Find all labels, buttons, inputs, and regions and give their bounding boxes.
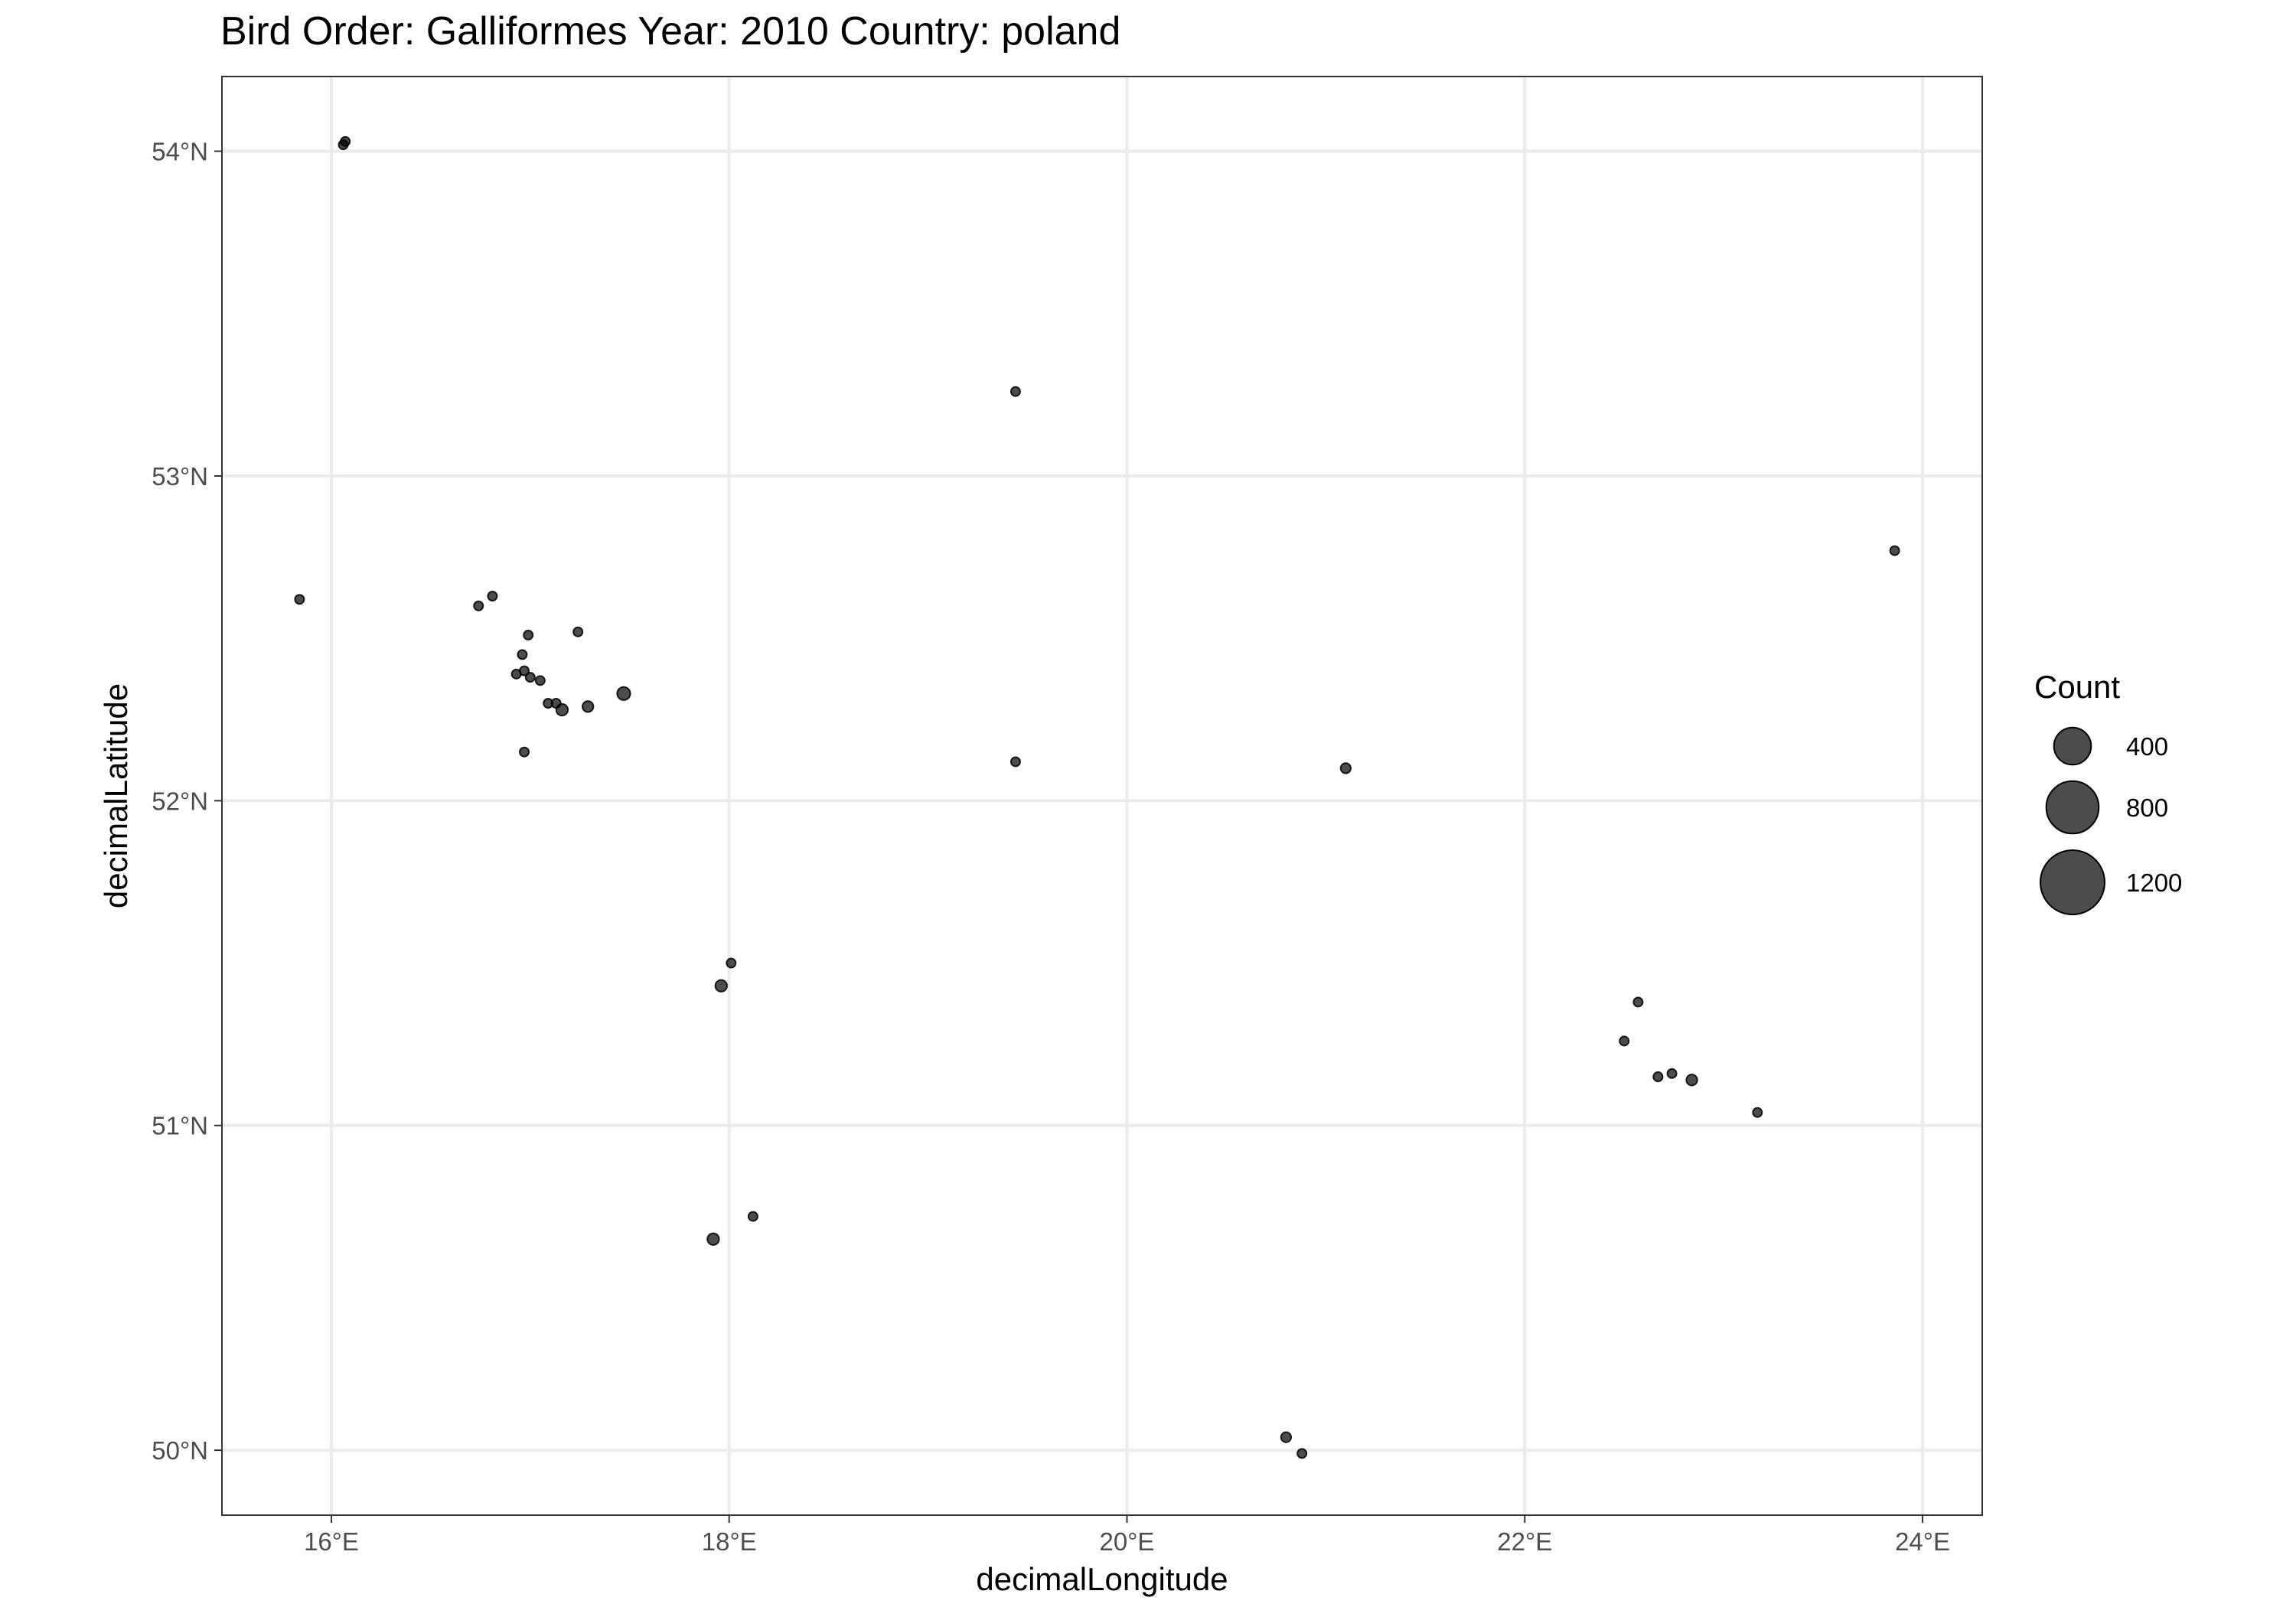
y-tick-label: 53°N — [152, 462, 208, 491]
data-point — [714, 979, 728, 993]
data-point — [519, 665, 530, 676]
x-tick-label: 16°E — [304, 1527, 359, 1556]
data-point — [1632, 996, 1644, 1008]
y-tick-label: 52°N — [152, 787, 208, 815]
data-point — [1619, 1035, 1630, 1047]
data-point — [487, 591, 498, 602]
data-point — [1339, 762, 1352, 774]
y-tick-label: 50°N — [152, 1436, 208, 1465]
data-point — [1280, 1431, 1293, 1443]
size-legend: 400 800 1200 — [2040, 726, 2182, 915]
data-point — [338, 139, 349, 151]
data-point — [1666, 1068, 1678, 1079]
legend-key-circle — [2053, 726, 2092, 766]
legend-key-label: 800 — [2126, 794, 2168, 822]
legend-key-label: 400 — [2126, 732, 2168, 761]
x-axis-ticks: 16°E 18°E 20°E 22°E 24°E — [304, 1515, 1950, 1556]
data-point — [523, 629, 534, 641]
legend-key-label: 1200 — [2126, 869, 2182, 897]
data-point — [534, 675, 546, 686]
data-point — [555, 702, 569, 717]
y-tick-label: 54°N — [152, 138, 208, 166]
x-tick-label: 22°E — [1497, 1527, 1552, 1556]
data-point — [1889, 545, 1900, 556]
data-point — [473, 600, 484, 611]
x-tick-label: 24°E — [1895, 1527, 1950, 1556]
data-point — [706, 1232, 720, 1246]
x-tick-label: 18°E — [702, 1527, 757, 1556]
data-point — [294, 594, 305, 605]
data-points — [294, 135, 1900, 1459]
plot-panel-border — [221, 76, 1983, 1516]
data-point — [1685, 1074, 1698, 1087]
data-point — [1296, 1448, 1308, 1459]
data-point — [616, 686, 631, 701]
data-point — [582, 700, 595, 713]
x-axis-title: decimalLongitude — [976, 1561, 1228, 1597]
y-axis-title: decimalLatitude — [98, 683, 134, 908]
legend-key-circle — [2045, 780, 2100, 835]
data-point — [1009, 756, 1021, 768]
legend-title: Count — [2034, 669, 2120, 705]
x-tick-label: 20°E — [1100, 1527, 1155, 1556]
y-tick-label: 51°N — [152, 1112, 208, 1140]
data-point — [747, 1211, 758, 1222]
data-point — [524, 672, 536, 683]
gridlines — [222, 77, 1982, 1515]
data-point — [1009, 386, 1021, 397]
chart-title: Bird Order: Galliformes Year: 2010 Count… — [220, 9, 1120, 54]
data-point — [519, 746, 530, 758]
data-point — [726, 957, 737, 969]
data-point — [1752, 1107, 1763, 1118]
y-axis-ticks: 50°N 51°N 52°N 53°N 54°N — [152, 138, 222, 1465]
data-point — [1652, 1071, 1664, 1083]
data-point — [517, 649, 528, 660]
data-point — [572, 626, 584, 637]
legend-key-circle — [2040, 849, 2105, 915]
